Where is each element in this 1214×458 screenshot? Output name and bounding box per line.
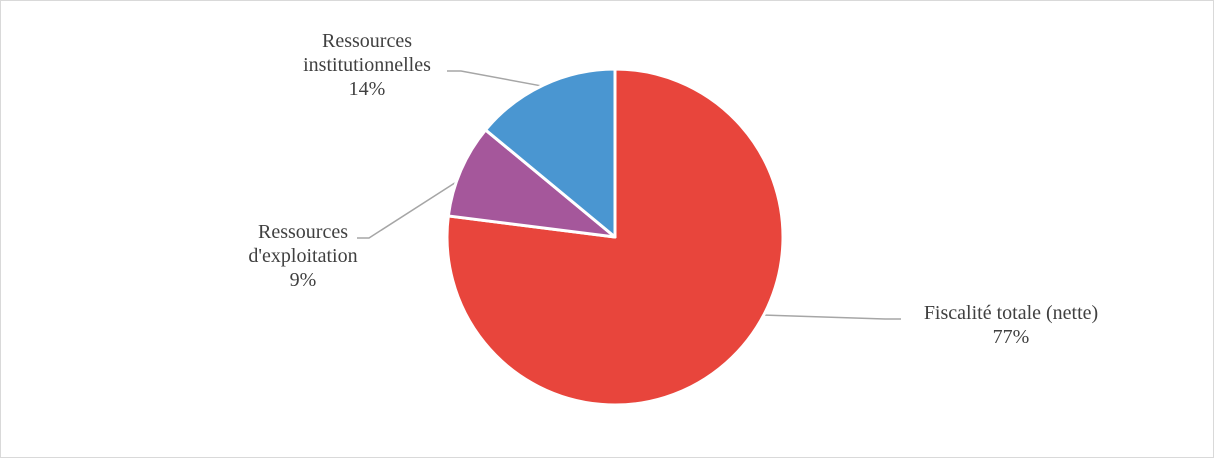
slice-category-label-2: Ressources	[258, 221, 348, 243]
slice-percent-label-3: 14%	[349, 78, 386, 100]
leader-line-1	[761, 314, 901, 320]
slice-percent-label-2: 9%	[290, 269, 317, 291]
leader-lines	[357, 70, 901, 320]
pie-slice-1	[445, 67, 785, 407]
pie-slice-2	[446, 128, 617, 239]
data-labels: Fiscalité totale (nette)77%Ressourcesd'e…	[248, 30, 1098, 348]
pie-slice-3	[484, 67, 617, 239]
slice-category-label-3: institutionnelles	[303, 54, 431, 76]
leader-line-3	[447, 70, 545, 88]
slice-category-label-1: Fiscalité totale (nette)	[924, 302, 1098, 324]
slice-category-label-2: d'exploitation	[248, 245, 357, 267]
slice-percent-label-1: 77%	[993, 326, 1030, 348]
leader-line-2	[357, 179, 460, 239]
pie-slices	[445, 67, 785, 407]
slice-category-label-3: Ressources	[322, 30, 412, 52]
